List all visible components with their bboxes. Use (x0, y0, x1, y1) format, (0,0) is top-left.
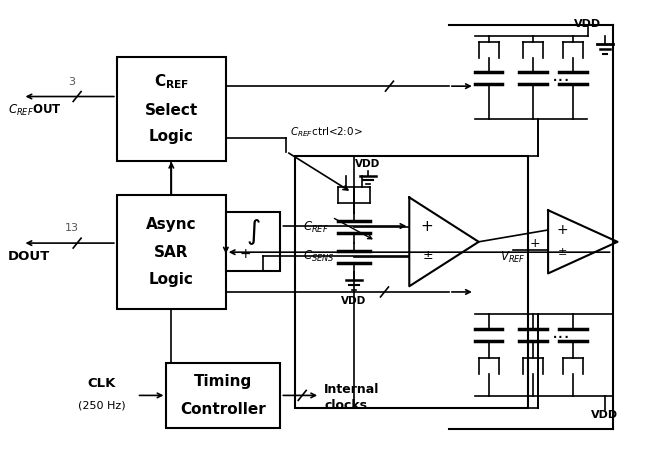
Text: $V_{REF}$: $V_{REF}$ (501, 250, 526, 265)
Text: $C_{REF}$: $C_{REF}$ (303, 219, 329, 235)
Text: +: + (556, 223, 568, 237)
Text: Timing: Timing (194, 374, 252, 389)
Text: Logic: Logic (149, 129, 194, 144)
Text: $\pm$: $\pm$ (557, 246, 567, 257)
Text: $\int$: $\int$ (246, 217, 261, 247)
Text: DOUT: DOUT (8, 251, 50, 263)
Text: ...: ... (552, 323, 570, 342)
Text: +: + (421, 218, 434, 233)
Text: VDD: VDD (574, 19, 601, 29)
Text: Controller: Controller (181, 402, 266, 417)
Text: $C_{SENS}$: $C_{SENS}$ (303, 249, 335, 264)
Text: Async: Async (146, 217, 197, 232)
Text: VDD: VDD (355, 159, 380, 169)
Bar (166, 363, 280, 428)
Text: $C_{REF}$OUT: $C_{REF}$OUT (8, 103, 61, 118)
Text: +: + (239, 247, 251, 261)
Text: ...: ... (552, 66, 570, 85)
Text: VDD: VDD (341, 296, 366, 306)
Text: $\pm$: $\pm$ (421, 249, 433, 262)
Text: (250 Hz): (250 Hz) (78, 400, 126, 410)
Bar (117, 57, 226, 161)
Text: 3: 3 (68, 77, 76, 87)
Bar (226, 212, 280, 271)
Text: $\mathbf{C_{REF}}$: $\mathbf{C_{REF}}$ (154, 72, 189, 91)
Text: 13: 13 (65, 223, 79, 233)
Text: clocks: clocks (324, 399, 367, 412)
Text: +: + (530, 237, 541, 250)
Text: CLK: CLK (88, 377, 116, 390)
Text: SAR: SAR (154, 245, 188, 260)
Text: $C_{REF}$ctrl<2:0>: $C_{REF}$ctrl<2:0> (290, 125, 363, 138)
Text: Logic: Logic (149, 272, 194, 287)
Bar (295, 156, 528, 408)
Text: VDD: VDD (591, 410, 618, 420)
Bar (117, 195, 226, 309)
Text: Select: Select (145, 104, 198, 118)
Text: Internal: Internal (324, 383, 379, 396)
